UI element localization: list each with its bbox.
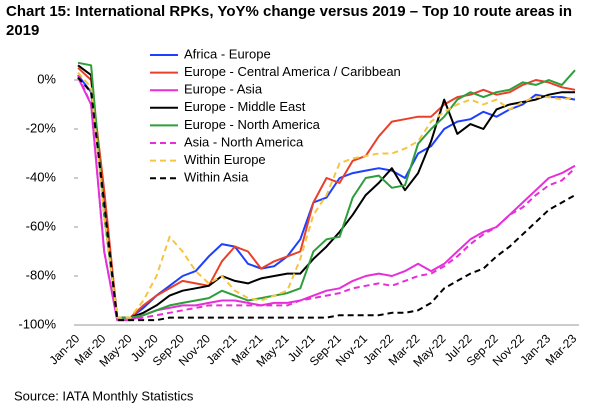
legend-label: Africa - Europe: [184, 46, 271, 61]
source-note: Source: IATA Monthly Statistics: [14, 388, 194, 403]
series-line: [77, 64, 575, 319]
legend-label: Within Asia: [184, 170, 249, 185]
series-line: [77, 76, 576, 322]
y-tick-label: -20%: [26, 120, 57, 135]
y-tick-label: -40%: [26, 169, 57, 184]
series-line: [77, 61, 576, 319]
legend-label: Europe - Asia: [184, 82, 263, 97]
legend-label: Within Europe: [184, 152, 266, 167]
y-tick-label: 0%: [37, 71, 56, 86]
chart-title: Chart 15: International RPKs, YoY% chang…: [6, 3, 573, 39]
legend-label: Asia - North America: [184, 134, 304, 149]
y-tick-label: -100%: [18, 316, 56, 331]
series-line: [77, 74, 576, 322]
y-tick-label: -80%: [26, 267, 57, 282]
legend-label: Europe - Middle East: [184, 99, 306, 114]
y-tick-label: -60%: [26, 218, 57, 233]
legend-label: Europe - North America: [184, 117, 321, 132]
series-line: [77, 71, 576, 319]
legend-label: Europe - Central America / Caribbean: [184, 64, 401, 79]
